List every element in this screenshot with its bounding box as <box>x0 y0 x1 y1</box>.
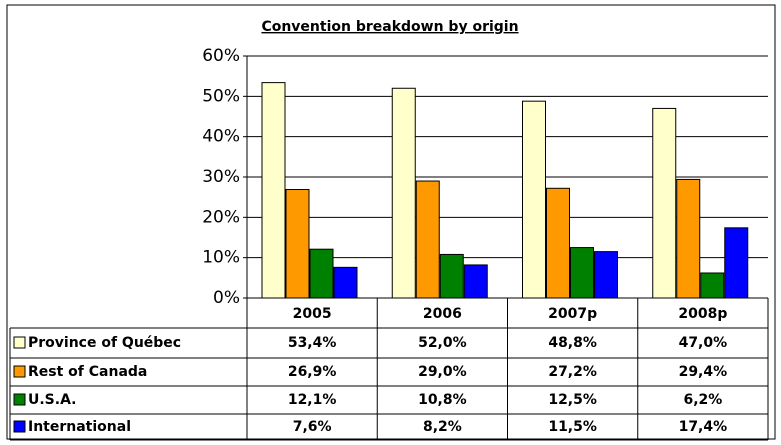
bar <box>652 107 677 299</box>
data-label: 7,6% <box>293 419 332 435</box>
legend-label: International <box>28 419 131 435</box>
x-tick-label: 2005 <box>293 306 332 322</box>
legend-key <box>13 420 26 433</box>
bar <box>700 272 725 299</box>
data-label: 29,4% <box>679 364 728 380</box>
bar <box>261 82 286 299</box>
x-tick-label: 2006 <box>423 306 462 322</box>
data-label: 17,4% <box>679 419 728 435</box>
chart-title: Convention breakdown by origin <box>261 19 518 35</box>
y-tick-label: 50% <box>202 86 240 106</box>
data-label: 47,0% <box>679 335 728 351</box>
x-tick-label: 2007p <box>548 306 597 322</box>
bar <box>546 187 570 299</box>
bar <box>522 100 546 299</box>
data-label: 10,8% <box>418 392 467 408</box>
y-tick-label: 0% <box>213 288 240 308</box>
bar <box>439 253 464 299</box>
bar <box>309 248 334 299</box>
data-label: 26,9% <box>288 364 337 380</box>
legend-label: Rest of Canada <box>28 364 147 380</box>
data-label: 11,5% <box>548 419 597 435</box>
data-label: 53,4% <box>288 335 337 351</box>
y-tick-label: 60% <box>202 46 240 66</box>
y-tick-label: 10% <box>202 248 240 268</box>
legend-label: Province of Québec <box>28 335 181 351</box>
bar <box>415 180 440 299</box>
bar <box>570 247 594 299</box>
bar <box>594 251 618 299</box>
data-label: 8,2% <box>423 419 462 435</box>
legend-key <box>13 365 26 378</box>
bar <box>724 227 749 299</box>
bar <box>285 189 310 299</box>
legend-key <box>13 393 26 406</box>
data-label: 48,8% <box>548 335 597 351</box>
data-label: 6,2% <box>683 392 722 408</box>
data-label: 12,5% <box>548 392 597 408</box>
chart-border <box>6 4 776 440</box>
data-label: 29,0% <box>418 364 467 380</box>
bar <box>676 178 701 299</box>
bar <box>391 87 416 299</box>
data-label: 27,2% <box>548 364 597 380</box>
x-tick-label: 2008p <box>678 306 727 322</box>
legend-key <box>13 336 26 349</box>
bar <box>333 266 358 299</box>
legend-label: U.S.A. <box>28 392 77 408</box>
data-label: 52,0% <box>418 335 467 351</box>
data-label: 12,1% <box>288 392 337 408</box>
bar <box>463 264 488 299</box>
y-tick-label: 20% <box>202 207 240 227</box>
y-tick-label: 40% <box>202 127 240 147</box>
y-tick-label: 30% <box>202 167 240 187</box>
